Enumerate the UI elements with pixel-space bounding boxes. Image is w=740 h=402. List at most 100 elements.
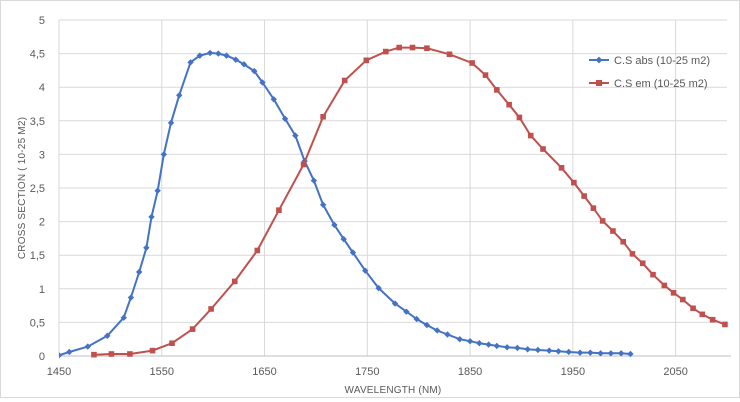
- data-point: [709, 316, 716, 323]
- data-point: [617, 350, 625, 357]
- data-point: [187, 59, 194, 66]
- data-point: [581, 193, 587, 199]
- data-point: [503, 344, 511, 351]
- data-point: [546, 347, 553, 354]
- series-em: [91, 44, 728, 358]
- data-point: [341, 77, 348, 84]
- data-point: [456, 336, 463, 343]
- y-tick-label: 1,5: [30, 250, 45, 262]
- data-point: [232, 56, 239, 63]
- data-point: [423, 321, 431, 329]
- data-point: [469, 60, 475, 66]
- data-point: [127, 294, 135, 301]
- data-point: [104, 332, 111, 340]
- series-line: [93, 46, 726, 356]
- data-point: [413, 315, 420, 323]
- data-point: [661, 282, 668, 289]
- y-tick-label: 3: [39, 149, 45, 161]
- y-tick-label: 1: [39, 284, 45, 296]
- data-point: [127, 351, 133, 357]
- data-point: [493, 342, 500, 350]
- data-point: [534, 346, 542, 354]
- data-point: [135, 268, 143, 276]
- data-point: [433, 327, 441, 334]
- data-point: [527, 132, 534, 139]
- data-point: [206, 49, 214, 57]
- data-point: [66, 348, 73, 356]
- data-point: [446, 51, 453, 58]
- x-tick-label: 1650: [252, 366, 276, 378]
- data-point: [607, 350, 615, 357]
- x-axis-title: WAVELENGTH (NM): [345, 385, 442, 396]
- data-point: [208, 306, 214, 312]
- x-tick-label: 2050: [663, 366, 687, 378]
- data-point: [391, 300, 399, 307]
- data-point: [493, 87, 500, 93]
- data-point: [154, 187, 161, 194]
- data-point: [143, 244, 150, 252]
- data-point: [270, 96, 277, 103]
- data-point: [276, 207, 282, 213]
- data-point: [514, 344, 521, 352]
- data-point: [319, 201, 327, 208]
- series-abs: [59, 49, 634, 359]
- data-point: [160, 151, 168, 158]
- data-point: [59, 352, 63, 359]
- y-axis-title: CROSS SECTION ( 10-25 M2): [17, 117, 28, 259]
- x-tick-label: 1450: [47, 366, 71, 378]
- data-point: [571, 179, 577, 186]
- x-tick-label: 1550: [150, 366, 174, 378]
- data-point: [597, 350, 604, 357]
- data-point: [610, 228, 616, 234]
- data-point: [300, 161, 307, 168]
- data-point: [169, 340, 175, 347]
- data-point: [565, 348, 572, 356]
- data-point: [485, 341, 492, 348]
- data-point: [84, 343, 91, 350]
- legend-item-abs: C.S abs (10-25 m2): [589, 55, 710, 67]
- legend: C.S abs (10-25 m2) C.S em (10-25 m2): [589, 55, 710, 90]
- data-point: [444, 331, 451, 338]
- data-point: [629, 251, 636, 257]
- data-point: [620, 238, 627, 245]
- data-point: [383, 48, 389, 55]
- data-point: [251, 67, 258, 75]
- data-point: [590, 205, 597, 211]
- data-point: [680, 296, 686, 303]
- data-point: [292, 132, 299, 139]
- y-tick-label: 2,5: [30, 183, 45, 195]
- data-point: [240, 61, 248, 68]
- data-point: [362, 267, 369, 274]
- y-tick-label: 4: [39, 82, 45, 94]
- data-point: [176, 92, 183, 99]
- data-point: [587, 349, 594, 356]
- legend-marker: [595, 56, 603, 64]
- data-point: [506, 101, 512, 108]
- x-tick-label: 1950: [561, 366, 585, 378]
- data-point: [482, 72, 489, 78]
- y-tick-label: 0: [39, 351, 45, 363]
- data-point: [120, 314, 127, 321]
- data-point: [349, 249, 357, 256]
- data-point: [340, 235, 347, 243]
- x-tick-label: 1750: [355, 366, 379, 378]
- data-point: [396, 44, 402, 51]
- data-point: [650, 271, 656, 278]
- data-point: [524, 346, 531, 353]
- data-point: [639, 260, 646, 267]
- data-point: [215, 50, 222, 57]
- y-tick-label: 5: [39, 15, 45, 27]
- legend-marker: [596, 80, 602, 86]
- y-tick-label: 3,5: [30, 116, 45, 128]
- data-point: [196, 52, 203, 59]
- y-tick-label: 0,5: [30, 317, 45, 329]
- plot-series: [59, 44, 728, 359]
- data-point: [223, 52, 230, 59]
- data-point: [476, 340, 483, 347]
- data-point: [167, 119, 175, 127]
- data-point: [259, 79, 266, 86]
- legend-label: C.S em (10-25 m2): [614, 78, 708, 90]
- legend-item-em: C.S em (10-25 m2): [589, 78, 708, 90]
